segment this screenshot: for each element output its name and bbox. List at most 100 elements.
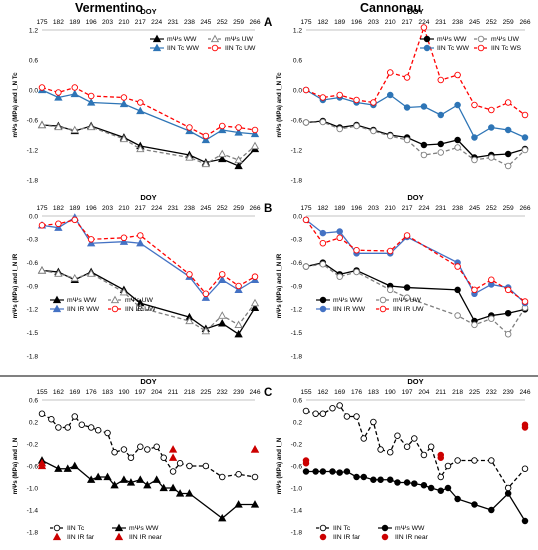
legend-item: IIN Tc [50,524,85,532]
data-point [235,124,242,131]
x-tick-label: 211 [168,389,179,396]
data-point [353,268,360,276]
x-tick-label: 203 [102,205,113,212]
y-tick-label: -1.8 [291,177,303,184]
data-point [103,472,112,481]
data-point [201,159,211,168]
x-tick-label: 266 [249,19,260,26]
legend-label: mΨs UW [225,36,254,43]
legend-marker [52,295,62,304]
y-tick-label: 0.0 [29,213,38,220]
data-point [336,273,343,280]
data-point [136,303,145,311]
data-point [488,506,495,514]
data-point [111,449,118,456]
legend-item: mΨs WW [150,34,197,43]
data-point [488,106,495,114]
series-mΨs-WW [302,259,529,325]
x-tick-label: 210 [118,19,129,26]
data-point [218,275,227,283]
legend-label: IIN IR UW [393,306,424,313]
data-point [218,271,226,278]
x-tick-label: 210 [385,205,396,212]
data-point [336,234,343,242]
y-tick-label: -0.6 [291,463,303,470]
x-tick-label: 155 [300,389,311,396]
x-tick-label: 162 [317,389,328,396]
x-tick-label: 210 [385,19,396,26]
legend-item: mΨs UW [376,296,422,304]
data-point [420,24,428,31]
data-point [302,468,310,475]
data-point [70,89,79,98]
series-mΨs-WW [302,468,529,525]
data-point [234,128,243,136]
data-point [312,468,319,475]
data-point [302,119,310,126]
data-point [454,312,461,319]
x-tick-label: 210 [118,205,129,212]
y-tick-label: -0.6 [27,463,39,470]
data-point [377,476,384,484]
data-point [55,424,62,431]
y-tick-label: -1.5 [291,330,303,337]
data-point [86,475,96,483]
y-tick-label: 0.6 [29,57,38,64]
data-point [250,500,260,508]
y-tick-label: 0.0 [29,87,38,94]
data-point [353,122,360,130]
data-point [521,517,529,525]
legend-marker [381,533,389,541]
legend-item: mΨs UW [474,35,520,43]
data-point [454,101,461,109]
data-point [136,238,145,247]
legend-label: IIN IR UW [125,306,156,313]
data-point [234,285,243,294]
y-tick-label: -1.8 [27,529,39,536]
series-IIN-IR-UW [38,216,259,298]
x-tick-label: 252 [217,19,228,26]
y-tick-label: 1.2 [29,27,38,34]
x-tick-label: 169 [69,389,80,396]
data-point [119,287,129,296]
x-tick-label: 175 [300,19,311,26]
y-tick-label: -1.2 [291,147,303,154]
legend-label: IIN IR WW [333,306,366,313]
series-IIN-IR-UW [302,216,529,305]
data-point [87,424,95,431]
y-tick-label: -0.3 [27,237,39,244]
data-point [78,421,86,429]
legend-label: IIN Tc [333,525,351,532]
data-point [437,454,445,462]
x-tick-label: 204 [418,389,429,396]
data-point [504,484,512,492]
legend-label: IIN IR far [67,534,95,541]
data-point [488,276,495,284]
data-point [521,298,529,305]
panel-label-a: A [264,17,272,29]
data-point [319,94,327,101]
legend-marker [152,34,162,43]
data-point [119,475,129,483]
legend-item: IIN IR near [381,533,429,541]
y-tick-label: -1.8 [27,353,39,360]
chart-B-vermentino: DOY 175 182 189 196 203 210 217 224 231 238 245 252 2… [12,193,261,360]
data-point [185,489,194,497]
x-tick-label: 224 [151,19,162,26]
data-point [54,223,63,231]
data-point [471,156,478,164]
data-point [420,103,428,110]
series-IIN-Tc-UW [38,84,259,140]
data-point [38,410,46,418]
x-tick-label: 239 [503,389,514,396]
legend-marker [477,44,485,52]
data-point [54,122,63,131]
x-tick-label: 196 [351,205,362,212]
x-tick-label: 245 [469,205,480,212]
legend-label: mΨs WW [67,297,97,304]
data-point [319,229,327,237]
legend-label: mΨs WW [333,297,363,304]
data-point [137,232,144,239]
x-tick-label: 197 [135,389,146,396]
x-tick-label: 189 [69,205,80,212]
